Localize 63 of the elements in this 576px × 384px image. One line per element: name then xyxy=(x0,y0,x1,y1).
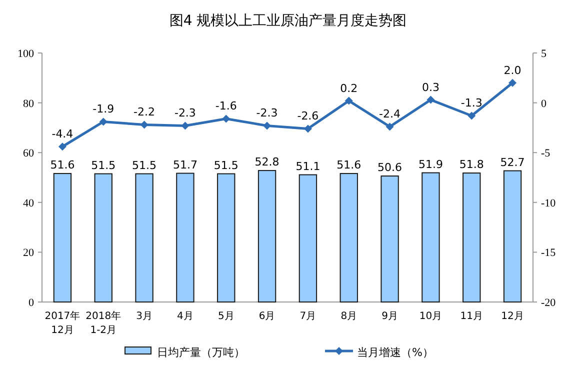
x-tick-label: 2017年 12月 xyxy=(44,310,80,336)
data-label: -2.4 xyxy=(379,108,401,121)
point xyxy=(263,122,272,130)
data-label: 50.6 xyxy=(378,161,402,174)
point xyxy=(386,122,394,131)
y2-tick-label: -5 xyxy=(541,148,551,160)
x-tick-label: 5月 xyxy=(218,311,234,322)
data-label: 51.1 xyxy=(296,160,320,173)
x-tick-label: 9月 xyxy=(382,311,398,322)
data-label: 51.5 xyxy=(214,158,238,172)
point xyxy=(304,124,312,133)
x-tick-label: 6月 xyxy=(258,311,276,322)
y2-tick-label: -15 xyxy=(541,247,556,260)
x-tick-label: 8月 xyxy=(340,311,358,322)
data-label: 52.8 xyxy=(254,156,280,169)
y-tick-label: 80 xyxy=(23,98,34,110)
data-label: -4.4 xyxy=(52,128,74,141)
data-label: -2.3 xyxy=(256,106,278,120)
y-tick-label: 60 xyxy=(23,148,34,160)
data-label: -2.2 xyxy=(134,106,156,119)
data-label: 51.6 xyxy=(50,158,75,172)
point xyxy=(58,142,66,151)
point xyxy=(426,96,435,104)
data-label: 51.5 xyxy=(132,158,157,172)
y2-tick-label: 0 xyxy=(541,98,547,110)
data-label: -2.6 xyxy=(297,110,319,123)
y-tick-label: 40 xyxy=(23,197,34,210)
data-label: -2.3 xyxy=(174,106,196,120)
y-tick-label: 0 xyxy=(28,297,34,309)
data-label: 0.3 xyxy=(422,80,440,94)
chart-title: 图4 规模以上工业原油产量月度走势图 xyxy=(169,13,407,29)
point xyxy=(181,122,190,130)
point xyxy=(468,112,476,120)
y2-tick-label: -20 xyxy=(541,297,556,309)
y2-tick-label: 5 xyxy=(541,48,547,60)
data-label: 52.7 xyxy=(500,156,525,169)
point xyxy=(508,78,517,87)
x-tick-label: 12月 xyxy=(501,311,524,322)
point xyxy=(222,114,230,123)
x-tick-label: 4月 xyxy=(177,311,194,322)
data-label: 51.7 xyxy=(172,158,198,172)
x-tick-label: 2018年 1-2月 xyxy=(86,310,122,336)
data-label: -1.9 xyxy=(92,102,114,116)
y-tick-label: 20 xyxy=(23,247,34,260)
y-tick-label: 100 xyxy=(18,48,34,60)
data-label: 51.8 xyxy=(459,158,484,172)
data-label: 51.9 xyxy=(418,158,443,171)
legend-label: 日均产量（万吨） xyxy=(157,346,245,359)
point xyxy=(140,120,148,129)
data-label: 51.5 xyxy=(91,158,116,172)
x-tick-label: 11月 xyxy=(460,311,483,322)
x-tick-label: 10月 xyxy=(419,311,442,322)
data-label: 2.0 xyxy=(504,64,522,77)
x-tick-label: 3月 xyxy=(136,311,152,322)
data-label: -1.6 xyxy=(215,100,237,113)
data-label: 0.2 xyxy=(340,82,358,95)
point xyxy=(344,96,353,105)
point xyxy=(99,118,108,126)
legend-label: 当月增速（%） xyxy=(357,346,434,359)
y2-tick-label: -10 xyxy=(541,197,556,210)
data-label: -1.3 xyxy=(460,96,482,110)
x-tick-label: 7月 xyxy=(300,311,316,322)
data-label: 51.6 xyxy=(336,158,362,172)
